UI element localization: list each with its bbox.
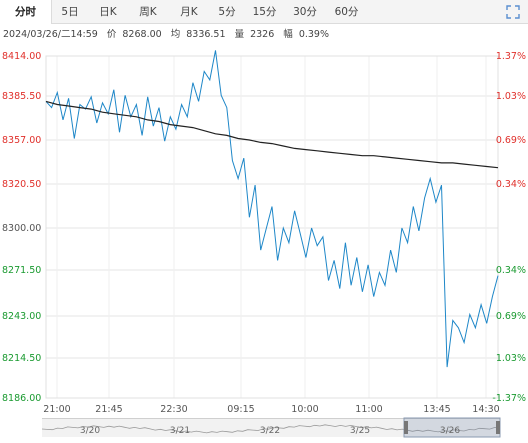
- info-price: 8268.00: [122, 29, 162, 40]
- y-tick-5: 8271.50: [2, 265, 41, 276]
- time-navigator[interactable]: [42, 418, 500, 437]
- period-tabs: 分时 5日 日K 周K 月K 5分 15分 30分 60分: [0, 0, 528, 24]
- x-tick-3: 09:15: [227, 404, 254, 415]
- pct-tick-5: 0.34%: [496, 265, 526, 276]
- info-price-label: 价: [106, 29, 117, 40]
- x-tick-0: 21:00: [43, 404, 70, 415]
- x-tick-7: 14:30: [472, 404, 499, 415]
- fullscreen-icon[interactable]: [506, 5, 520, 19]
- y-tick-8: 8186.00: [2, 393, 41, 404]
- tab-5[interactable]: 5分: [218, 6, 236, 18]
- tab-7[interactable]: 30分: [293, 6, 317, 18]
- info-avg-label: 均: [170, 29, 181, 40]
- tab-0[interactable]: 分时: [0, 0, 52, 24]
- tab-4[interactable]: 月K: [180, 6, 198, 18]
- pct-tick-1: 1.03%: [496, 91, 526, 102]
- y-tick-2: 8357.00: [2, 135, 41, 146]
- info-avg: 8336.51: [186, 29, 226, 40]
- y-tick-7: 8214.50: [2, 353, 41, 364]
- y-tick-3: 8320.50: [2, 179, 41, 190]
- y-tick-1: 8385.50: [2, 91, 41, 102]
- tab-8[interactable]: 60分: [334, 6, 359, 18]
- tab-3[interactable]: 周K: [139, 6, 157, 18]
- y-tick-0: 8414.00: [2, 51, 41, 62]
- y-tick-6: 8243.00: [2, 311, 41, 322]
- info-datetime: 2024/03/26/二14:59: [3, 29, 98, 40]
- x-tick-6: 13:45: [423, 404, 450, 415]
- pct-tick-0: 1.37%: [496, 51, 526, 62]
- pct-tick-2: 0.69%: [496, 135, 526, 146]
- x-tick-2: 22:30: [160, 404, 187, 415]
- tab-2[interactable]: 日K: [99, 6, 117, 18]
- info-change: 0.39%: [298, 29, 329, 40]
- info-change-label: 幅: [283, 29, 293, 40]
- series-line-1: [45, 100, 499, 169]
- info-vol: 2326: [250, 29, 275, 40]
- tab-1[interactable]: 5日: [61, 6, 79, 18]
- info-bar: 2024/03/26/二14:59 价 8268.00 均 8336.51 量 232…: [3, 27, 335, 43]
- pct-tick-7: 1.03%: [496, 353, 526, 364]
- x-tick-4: 10:00: [291, 404, 318, 415]
- tab-6[interactable]: 15分: [252, 6, 277, 18]
- x-tick-5: 11:00: [355, 404, 382, 415]
- pct-tick-6: 0.69%: [496, 311, 526, 322]
- plot-frame: [45, 55, 499, 399]
- pct-tick-3: 0.34%: [496, 179, 526, 190]
- series-line-0: [45, 50, 499, 368]
- pct-tick-8: -1.37%: [492, 393, 526, 404]
- info-vol-label: 量: [234, 29, 245, 40]
- y-tick-4: 8300.00: [2, 223, 41, 234]
- x-tick-1: 21:45: [95, 404, 122, 415]
